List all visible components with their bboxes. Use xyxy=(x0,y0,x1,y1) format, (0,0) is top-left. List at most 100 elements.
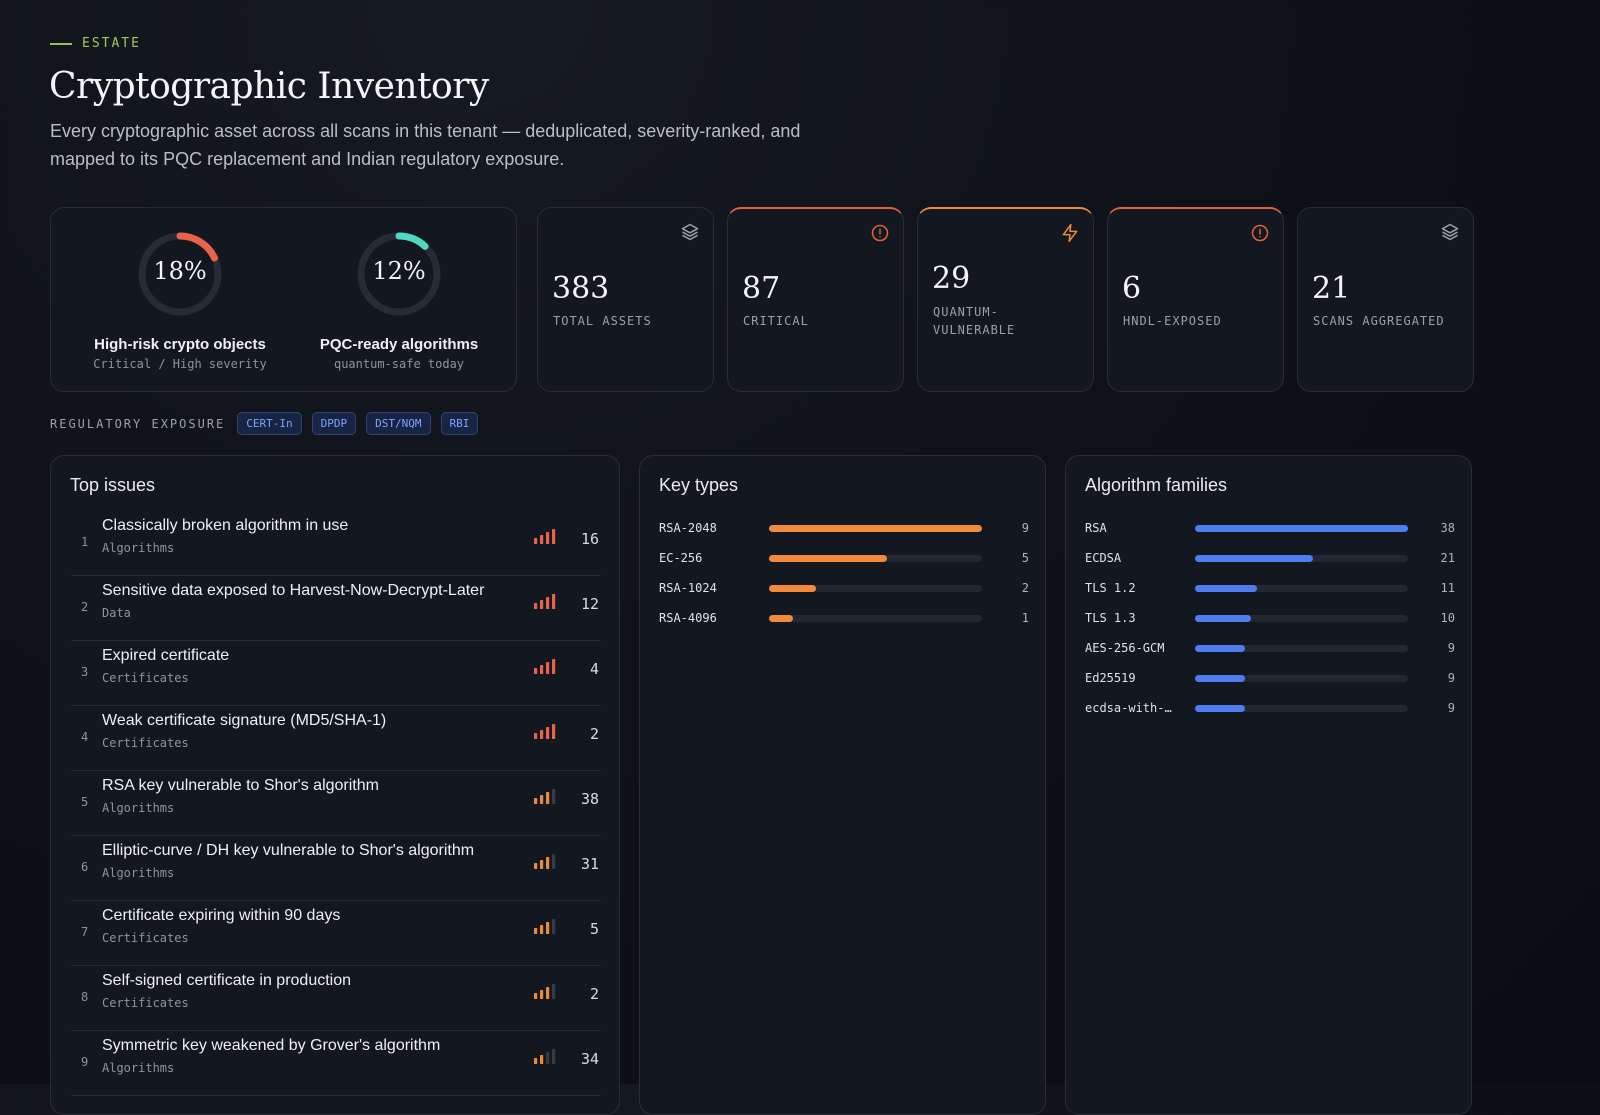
bar-track xyxy=(769,525,982,532)
severity-bar xyxy=(552,659,556,674)
severity-bar xyxy=(534,1058,538,1064)
bar-fill xyxy=(1195,675,1246,682)
layers-icon xyxy=(681,223,699,241)
bar-track xyxy=(1195,615,1408,622)
stat-scans-aggregated[interactable]: 21 SCANS AGGREGATED xyxy=(1297,207,1474,392)
bar-value: 9 xyxy=(1447,671,1455,685)
issue-count: 16 xyxy=(580,530,599,548)
lightning-icon xyxy=(1062,223,1078,243)
stat-label: HNDL-EXPOSED xyxy=(1123,314,1222,328)
regulatory-label: REGULATORY EXPOSURE xyxy=(50,416,226,431)
severity-bars-icon xyxy=(534,529,556,544)
severity-bar xyxy=(534,993,538,999)
bar-fill xyxy=(1195,525,1408,532)
severity-bar xyxy=(546,727,550,739)
issue-rank: 8 xyxy=(81,990,89,1004)
bar-value: 9 xyxy=(1447,701,1455,715)
bar-value: 9 xyxy=(1021,521,1029,535)
chip-dpdp[interactable]: DPDP xyxy=(311,412,357,435)
severity-bars-icon xyxy=(534,659,556,674)
bar-label: RSA-4096 xyxy=(659,611,717,625)
issue-row[interactable]: 2 Sensitive data exposed to Harvest-Now-D… xyxy=(71,576,601,641)
panel-title: Algorithm families xyxy=(1085,475,1228,495)
algorithm-family-row: TLS 1.2 11 xyxy=(1085,579,1455,599)
issue-title: Classically broken algorithm in use xyxy=(102,517,349,534)
bar-fill xyxy=(1195,645,1246,652)
issue-row[interactable]: 4 Weak certificate signature (MD5/SHA-1) C… xyxy=(71,706,601,771)
eyebrow-line xyxy=(50,42,72,45)
algorithm-family-row: RSA 38 xyxy=(1085,519,1455,539)
issue-category: Algorithms xyxy=(102,801,175,815)
bar-label: Ed25519 xyxy=(1085,671,1136,685)
issue-row[interactable]: 3 Expired certificate Certificates 4 xyxy=(71,641,601,706)
alert-circle-icon xyxy=(1251,224,1269,242)
stat-quantum-vulnerable[interactable]: 29 QUANTUM-VULNERABLE xyxy=(917,207,1094,392)
issue-row[interactable]: 6 Elliptic-curve / DH key vulnerable to S… xyxy=(71,836,601,901)
bar-label: RSA xyxy=(1085,521,1107,535)
issue-category: Data xyxy=(102,606,131,620)
issue-row[interactable]: 5 RSA key vulnerable to Shor's algorithm A… xyxy=(71,771,601,836)
bar-track xyxy=(769,555,982,562)
issue-category: Algorithms xyxy=(102,541,175,555)
severity-bar xyxy=(534,733,538,739)
severity-bar xyxy=(534,798,538,804)
issue-count: 5 xyxy=(589,920,599,938)
issue-title: RSA key vulnerable to Shor's algorithm xyxy=(102,777,379,794)
bar-label: ecdsa-with-… xyxy=(1085,701,1172,715)
bar-value: 9 xyxy=(1447,641,1455,655)
pqc-ready-percent: 12% xyxy=(372,257,426,285)
pqc-ready-sub: quantum-safe today xyxy=(333,357,465,371)
severity-bar xyxy=(540,795,544,804)
issue-row[interactable]: 1 Classically broken algorithm in use Algo… xyxy=(71,511,601,576)
algorithm-family-row: AES-256-GCM 9 xyxy=(1085,639,1455,659)
key-type-row: EC-256 5 xyxy=(659,549,1029,569)
severity-bars-icon xyxy=(534,724,556,739)
high-risk-sub: Critical / High severity xyxy=(93,357,267,371)
bar-fill xyxy=(769,555,888,562)
bar-track xyxy=(769,585,982,592)
bar-label: TLS 1.2 xyxy=(1085,581,1136,595)
stat-label: SCANS AGGREGATED xyxy=(1313,314,1445,328)
issue-category: Certificates xyxy=(102,671,189,685)
bar-value: 5 xyxy=(1021,551,1029,565)
severity-bar xyxy=(552,529,556,544)
algorithm-family-row: ECDSA 21 xyxy=(1085,549,1455,569)
severity-bars-icon xyxy=(534,984,556,999)
severity-bar xyxy=(540,925,544,934)
bar-fill xyxy=(769,525,982,532)
issue-title: Certificate expiring within 90 days xyxy=(102,907,341,924)
eyebrow-label: ESTATE xyxy=(82,36,141,51)
stat-label: TOTAL ASSETS xyxy=(553,314,652,328)
issue-row[interactable]: 7 Certificate expiring within 90 days Cert… xyxy=(71,901,601,966)
chip-rbi[interactable]: RBI xyxy=(440,412,479,435)
severity-bars-icon xyxy=(534,1049,556,1064)
chip-cert-in[interactable]: CERT-In xyxy=(237,412,302,435)
severity-bars-icon xyxy=(534,789,556,804)
bar-value: 11 xyxy=(1440,581,1455,595)
severity-bar xyxy=(552,594,556,609)
issue-row[interactable]: 8 Self-signed certificate in production Ce… xyxy=(71,966,601,1031)
bar-value: 2 xyxy=(1021,581,1029,595)
issue-row[interactable]: 9 Symmetric key weakened by Grover's algo… xyxy=(71,1031,601,1096)
issue-count: 12 xyxy=(580,595,599,613)
chip-dst-nqm[interactable]: DST/NQM xyxy=(366,412,431,435)
gauge-high-risk: 18% High-risk crypto objects Critical / … xyxy=(80,230,280,371)
stat-hndl-exposed[interactable]: 6 HNDL-EXPOSED xyxy=(1107,207,1284,392)
page-subtitle: Every cryptographic asset across all sca… xyxy=(50,121,801,169)
bar-track xyxy=(1195,555,1408,562)
bar-label: TLS 1.3 xyxy=(1085,611,1136,625)
severity-bar xyxy=(540,665,544,674)
bar-track xyxy=(769,615,982,622)
severity-bar xyxy=(540,1055,544,1064)
severity-bar xyxy=(534,538,538,544)
severity-bar xyxy=(534,928,538,934)
severity-bar xyxy=(552,789,556,804)
issue-rank: 7 xyxy=(81,925,89,939)
bar-fill xyxy=(1195,585,1257,592)
severity-bar xyxy=(534,863,538,869)
stat-total-assets[interactable]: 383 TOTAL ASSETS xyxy=(537,207,714,392)
bar-value: 38 xyxy=(1440,521,1455,535)
stat-critical[interactable]: 87 CRITICAL xyxy=(727,207,904,392)
bar-track xyxy=(1195,525,1408,532)
bar-track xyxy=(1195,645,1408,652)
